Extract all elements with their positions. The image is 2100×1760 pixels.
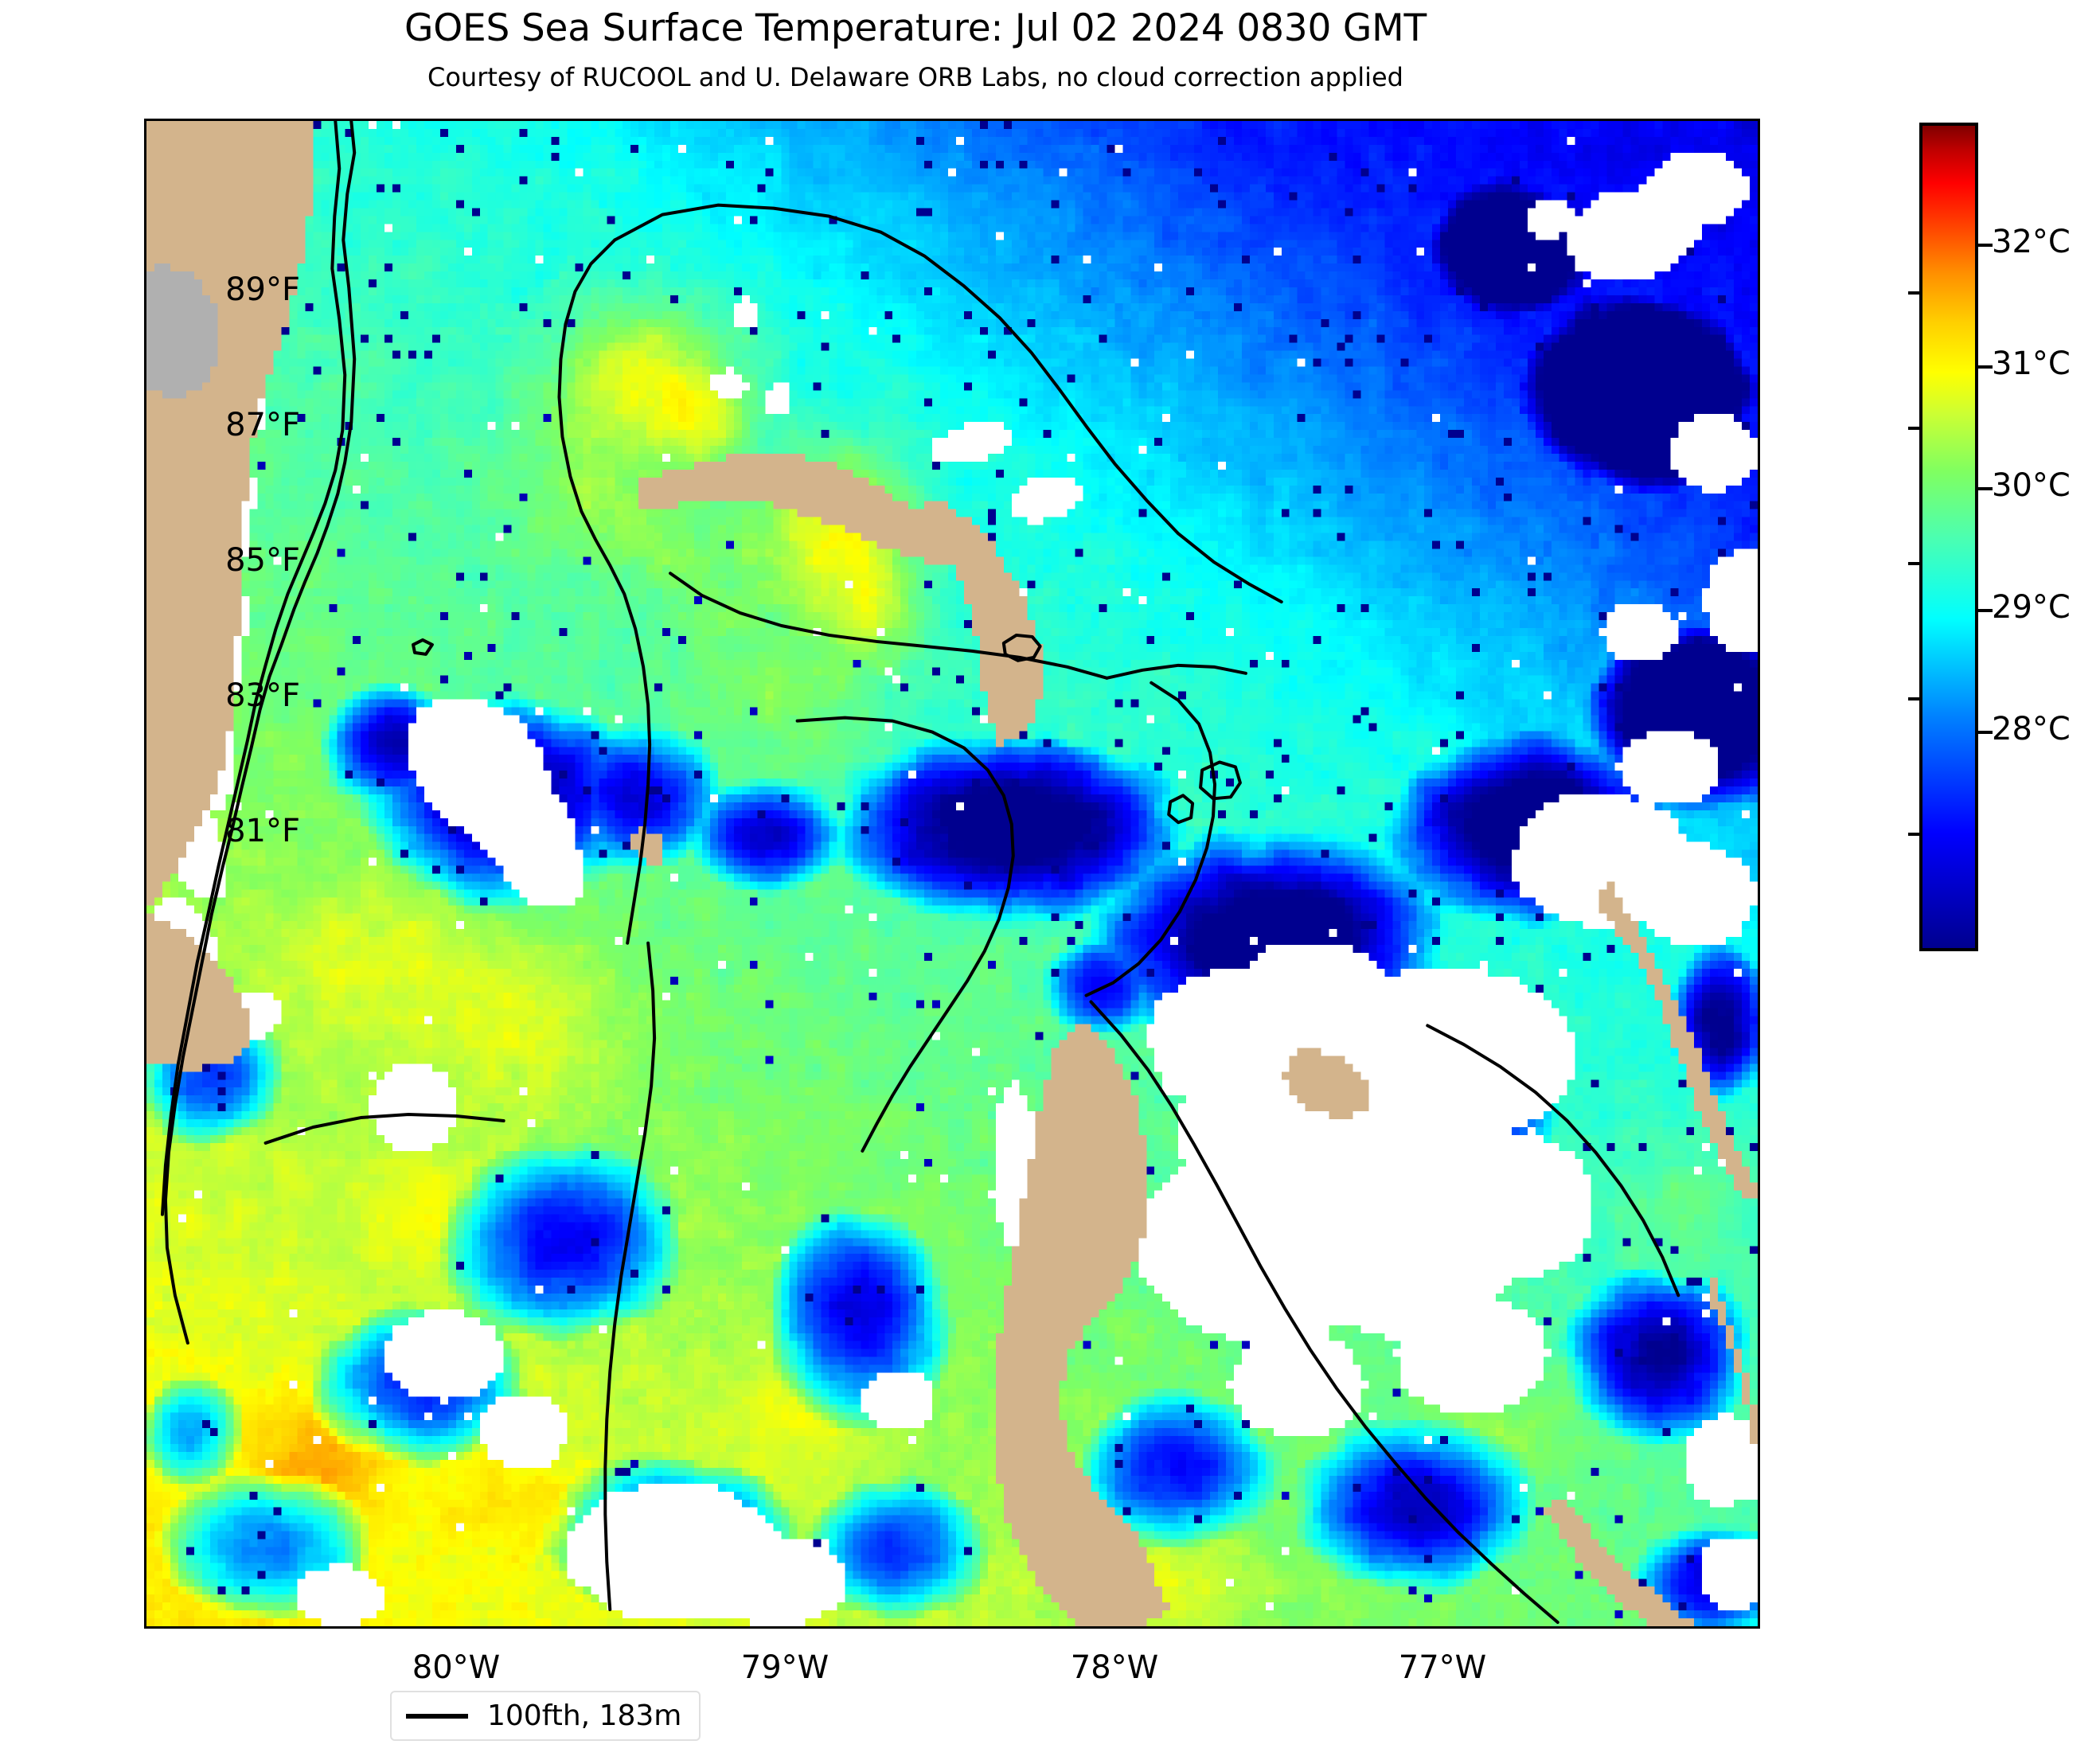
y-tick-major bbox=[144, 1050, 146, 1054]
y-tick-minor-right bbox=[1758, 677, 1760, 681]
y-tick-minor bbox=[144, 924, 146, 927]
colorbar-tick-c bbox=[1978, 487, 1993, 490]
colorbar-tick-c bbox=[1978, 731, 1993, 734]
y-tick-major bbox=[144, 816, 146, 820]
sst-raster bbox=[146, 121, 1758, 1626]
colorbar-tick-c bbox=[1978, 244, 1993, 247]
x-tick-minor bbox=[375, 1626, 378, 1629]
x-tick-major bbox=[786, 1626, 790, 1629]
y-tick-minor bbox=[144, 677, 146, 681]
y-tick-minor bbox=[144, 731, 146, 734]
x-tick-minor bbox=[1032, 1626, 1036, 1629]
x-tick-minor bbox=[1690, 1626, 1693, 1629]
colorbar-label-83F: 83°F bbox=[225, 677, 300, 714]
y-tick-minor bbox=[144, 299, 146, 302]
x-tick-major bbox=[1443, 1626, 1447, 1629]
x-tick-minor bbox=[622, 1626, 625, 1629]
colorbar-tick-f bbox=[1908, 291, 1922, 295]
x-axis-label-78W: 78°W bbox=[1070, 1649, 1159, 1686]
map-plot-area[interactable] bbox=[144, 119, 1760, 1629]
y-tick-minor-right bbox=[1758, 1104, 1760, 1107]
x-axis-label-80W: 80°W bbox=[412, 1649, 501, 1686]
y-tick-major-right bbox=[1758, 461, 1760, 465]
y-tick-major-right bbox=[1758, 816, 1760, 820]
x-tick-minor bbox=[210, 1626, 213, 1629]
x-tick-minor bbox=[1361, 1626, 1364, 1629]
colorbar-label-89F: 89°F bbox=[225, 271, 300, 308]
colorbar-label-31C: 31°C bbox=[1992, 345, 2071, 382]
y-tick-minor-right bbox=[1758, 924, 1760, 927]
legend[interactable]: 100fth, 183m bbox=[390, 1691, 701, 1741]
legend-label: 100fth, 183m bbox=[487, 1700, 682, 1732]
colorbar-label-32C: 32°C bbox=[1992, 224, 2071, 260]
y-tick-minor bbox=[144, 1104, 146, 1107]
y-tick-minor bbox=[144, 978, 146, 981]
y-tick-minor bbox=[144, 191, 146, 194]
colorbar[interactable] bbox=[1908, 123, 1993, 951]
x-axis-label-77W: 77°W bbox=[1398, 1649, 1487, 1686]
colorbar-label-28C: 28°C bbox=[1992, 711, 2071, 747]
y-tick-major-right bbox=[1758, 245, 1760, 249]
colorbar-tick-f bbox=[1908, 562, 1922, 565]
y-tick-minor bbox=[144, 515, 146, 518]
colorbar-label-29C: 29°C bbox=[1992, 589, 2071, 626]
page-title: GOES Sea Surface Temperature: Jul 02 202… bbox=[404, 6, 1427, 50]
y-tick-minor bbox=[144, 1158, 146, 1161]
y-tick-minor bbox=[144, 623, 146, 626]
colorbar-label-81F: 81°F bbox=[225, 813, 300, 849]
y-tick-major bbox=[144, 461, 146, 465]
y-tick-major bbox=[144, 245, 146, 249]
x-tick-minor bbox=[1526, 1626, 1529, 1629]
y-tick-minor-right bbox=[1758, 569, 1760, 572]
colorbar-tick-f bbox=[1908, 427, 1922, 430]
y-tick-minor bbox=[144, 870, 146, 873]
x-tick-major bbox=[1115, 1626, 1119, 1629]
x-tick-minor bbox=[540, 1626, 543, 1629]
y-tick-minor bbox=[144, 353, 146, 357]
colorbar-tick-c bbox=[1978, 609, 1993, 612]
y-tick-major-right bbox=[1758, 1050, 1760, 1054]
colorbar-label-30C: 30°C bbox=[1992, 467, 2071, 504]
legend-line-swatch bbox=[406, 1713, 468, 1719]
colorbar-label-85F: 85°F bbox=[225, 542, 300, 579]
y-tick-minor-right bbox=[1758, 299, 1760, 302]
x-axis-label-79W: 79°W bbox=[740, 1649, 829, 1686]
y-tick-minor bbox=[144, 407, 146, 410]
x-tick-major bbox=[457, 1626, 461, 1629]
figure-subtitle: Courtesy of RUCOOL and U. Delaware ORB L… bbox=[427, 62, 1403, 92]
x-tick-minor bbox=[292, 1626, 295, 1629]
x-tick-minor bbox=[868, 1626, 871, 1629]
x-tick-minor bbox=[1279, 1626, 1282, 1629]
colorbar-tick-f bbox=[1908, 697, 1922, 700]
y-tick-minor bbox=[144, 569, 146, 572]
colorbar-tick-f bbox=[1908, 833, 1922, 836]
colorbar-tick-c bbox=[1978, 365, 1993, 369]
bathymetry-contour-overlay bbox=[160, 121, 1680, 1625]
x-tick-minor bbox=[1608, 1626, 1611, 1629]
x-tick-minor bbox=[950, 1626, 954, 1629]
colorbar-label-87F: 87°F bbox=[225, 407, 300, 443]
x-tick-minor bbox=[1197, 1626, 1200, 1629]
x-tick-minor bbox=[704, 1626, 707, 1629]
